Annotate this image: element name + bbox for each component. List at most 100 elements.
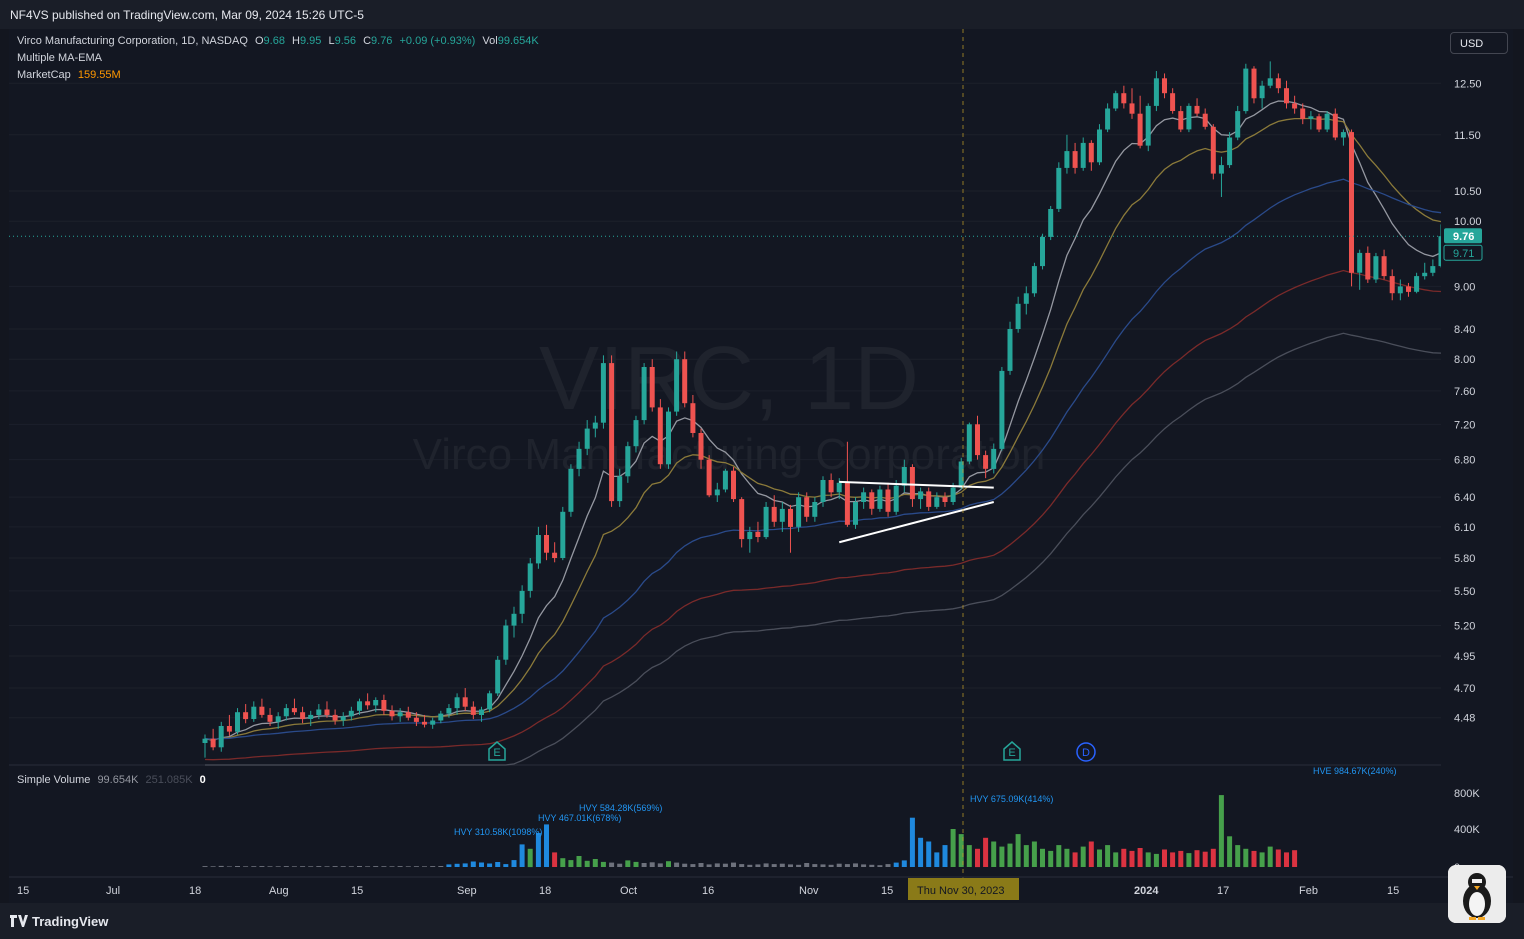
time-tick-label: Nov <box>799 885 819 897</box>
chart-frame[interactable]: VIRC, 1D Virco Manufacturing Corporation… <box>9 29 1513 903</box>
candle-body <box>779 508 785 522</box>
volume-bar <box>1153 853 1159 867</box>
volume-bar <box>1088 841 1094 867</box>
volume-bar <box>552 852 558 867</box>
candle-body <box>828 480 834 493</box>
volume-bar <box>332 866 338 867</box>
price-tick-label: 5.80 <box>1454 553 1475 565</box>
volume-bar <box>243 866 249 867</box>
volume-bar <box>1178 850 1184 867</box>
candle-body <box>1308 116 1314 119</box>
candle-body <box>812 502 818 517</box>
candle-body <box>788 508 793 527</box>
volume-bar <box>788 864 793 867</box>
candle-body <box>389 710 395 717</box>
volume-bar <box>657 863 663 867</box>
volume-bar <box>682 863 688 867</box>
volume-bar <box>625 860 631 867</box>
candle-body <box>625 446 631 477</box>
volume-bar <box>747 864 753 867</box>
candle-body <box>869 492 875 509</box>
volume-bar <box>430 866 436 867</box>
volume-bar <box>885 864 891 867</box>
candle-body <box>503 625 509 660</box>
volume-legend-val3: 0 <box>199 774 206 786</box>
candle-body <box>1015 303 1021 329</box>
ma-ema-label: Multiple MA-EMA <box>17 52 102 64</box>
tradingview-brand[interactable]: TradingView <box>32 914 109 929</box>
volume-bar <box>983 837 989 867</box>
currency-button[interactable]: USD <box>1450 32 1508 54</box>
volume-bar <box>909 817 915 867</box>
price-tick-label: 9.00 <box>1454 281 1475 293</box>
candle-body <box>1227 137 1233 166</box>
volume-bar <box>454 863 460 867</box>
candle-body <box>446 708 452 714</box>
volume-bar <box>966 845 972 867</box>
candle-body <box>1267 78 1273 86</box>
candle-body <box>1080 142 1086 168</box>
price-tick-label: 5.50 <box>1454 586 1475 598</box>
candle-body <box>1373 256 1379 280</box>
candle-body <box>1422 272 1428 277</box>
volume-bar <box>1113 852 1119 867</box>
chart-canvas[interactable]: VIRC, 1D Virco Manufacturing Corporation… <box>9 29 1513 903</box>
volume-bar <box>235 866 240 867</box>
candle-body <box>1324 113 1330 130</box>
volume-bar <box>495 862 501 867</box>
time-tick-label: 15 <box>17 885 29 897</box>
candle-body <box>332 714 338 721</box>
marketcap-label: MarketCap <box>17 69 71 81</box>
ma-ema-legend[interactable]: Multiple MA-EMA <box>17 52 106 64</box>
volume-bar <box>348 866 354 867</box>
volume-bar <box>1284 852 1289 867</box>
price-tick-label: 4.48 <box>1454 713 1475 725</box>
candle-body <box>259 706 265 715</box>
volume-annotation: HVE 984.67K(240%) <box>1313 766 1397 776</box>
candle-body <box>1072 151 1078 168</box>
volume-annotation: HVY 467.01K(678%) <box>538 813 621 823</box>
volume-bar <box>1235 845 1241 867</box>
candlesticks <box>202 61 1444 758</box>
crosshair-date-label: Thu Nov 30, 2023 <box>917 885 1004 897</box>
candle-body <box>674 359 680 412</box>
volume-legend[interactable]: Simple Volume 99.654K 251.085K 0 <box>17 774 210 786</box>
volume-bar <box>1072 852 1078 867</box>
volume-bar <box>796 864 802 867</box>
price-tick-label: 6.10 <box>1454 522 1475 534</box>
candle-body <box>714 489 720 496</box>
axes: 12.50 11.50 10.50 10.00 9.00 8.40 8.00 7.60 7.20… <box>9 29 1513 903</box>
event-marker-label: E <box>1008 747 1015 759</box>
candle-body <box>999 370 1005 449</box>
candle-body <box>283 708 289 717</box>
volume-legend-val2: 251.085K <box>145 774 193 786</box>
volume-bar <box>714 863 720 867</box>
avatar[interactable] <box>1448 865 1506 923</box>
legend-h: 9.95 <box>299 35 322 47</box>
candle-body <box>1300 108 1306 119</box>
candle-body <box>357 701 362 711</box>
candle-body <box>1381 256 1387 277</box>
watermark: VIRC, 1D Virco Manufacturing Corporation <box>413 329 1046 479</box>
price-tick-label: 10.00 <box>1454 216 1482 228</box>
volume-bar <box>544 824 549 867</box>
candle-body <box>722 470 728 490</box>
legend-change: +0.09 (+0.93%) <box>399 35 476 47</box>
candle-body <box>1194 105 1200 114</box>
candle-body <box>397 712 403 717</box>
candle-body <box>609 363 615 502</box>
legend-vol: 99.654K <box>497 35 539 47</box>
volume-bar <box>373 866 379 867</box>
volume-bar <box>950 829 956 867</box>
candle-body <box>324 709 330 715</box>
volume-legend-label: Simple Volume <box>17 774 91 786</box>
volume-legend-val1: 99.654K <box>97 774 139 786</box>
legend-l: 9.56 <box>334 35 356 47</box>
marketcap-legend[interactable]: MarketCap 159.55M <box>17 69 125 81</box>
marketcap-value: 159.55M <box>77 69 121 81</box>
candle-body <box>771 506 777 522</box>
volume-bar <box>389 866 395 867</box>
candle-body <box>1088 142 1094 163</box>
candle-body <box>348 710 354 717</box>
